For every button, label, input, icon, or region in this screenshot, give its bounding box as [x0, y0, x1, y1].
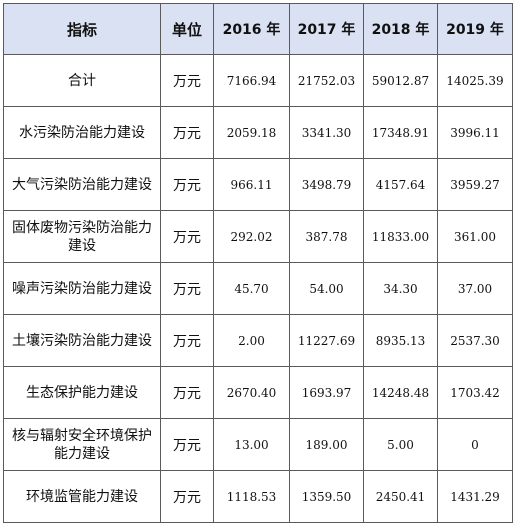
table-row-noise: 噪声污染防治能力建设 万元 45.70 54.00 34.30 37.00	[3, 262, 513, 315]
row-name: 核与辐射安全环境保护能力建设	[3, 418, 161, 471]
cell-2019: 2537.30	[437, 314, 513, 367]
cell-2019: 14025.39	[437, 54, 513, 107]
row-name: 固体废物污染防治能力建设	[3, 210, 161, 263]
cell-2019: 361.00	[437, 210, 513, 263]
cell-2019: 0	[437, 418, 513, 471]
table-row-nuclear: 核与辐射安全环境保护能力建设 万元 13.00 189.00 5.00 0	[3, 418, 513, 471]
header-unit: 单位	[160, 3, 214, 55]
cell-2016: 7166.94	[213, 54, 290, 107]
cell-2017: 11227.69	[289, 314, 364, 367]
header-year-2016: 2016 年	[213, 3, 290, 55]
cell-2016: 2059.18	[213, 106, 290, 159]
cell-2019: 37.00	[437, 262, 513, 315]
row-unit: 万元	[160, 158, 214, 211]
table-row-supervision: 环境监管能力建设 万元 1118.53 1359.50 2450.41 1431…	[3, 470, 513, 523]
row-unit: 万元	[160, 54, 214, 107]
cell-2018: 4157.64	[363, 158, 438, 211]
cell-2017: 21752.03	[289, 54, 364, 107]
header-year-2019: 2019 年	[437, 3, 513, 55]
table-row-ecology: 生态保护能力建设 万元 2670.40 1693.97 14248.48 170…	[3, 366, 513, 419]
cell-2019: 3959.27	[437, 158, 513, 211]
cell-2017: 3341.30	[289, 106, 364, 159]
cell-2016: 292.02	[213, 210, 290, 263]
cell-2016: 966.11	[213, 158, 290, 211]
header-year-2017: 2017 年	[289, 3, 364, 55]
cell-2016: 13.00	[213, 418, 290, 471]
table-row-solid-waste: 固体废物污染防治能力建设 万元 292.02 387.78 11833.00 3…	[3, 210, 513, 263]
row-unit: 万元	[160, 418, 214, 471]
row-unit: 万元	[160, 210, 214, 263]
row-name: 生态保护能力建设	[3, 366, 161, 419]
cell-2019: 1703.42	[437, 366, 513, 419]
row-unit: 万元	[160, 262, 214, 315]
cell-2018: 2450.41	[363, 470, 438, 523]
cell-2016: 2670.40	[213, 366, 290, 419]
table-row-water: 水污染防治能力建设 万元 2059.18 3341.30 17348.91 39…	[3, 106, 513, 159]
cell-2018: 59012.87	[363, 54, 438, 107]
row-unit: 万元	[160, 366, 214, 419]
cell-2018: 34.30	[363, 262, 438, 315]
row-unit: 万元	[160, 314, 214, 367]
cell-2016: 45.70	[213, 262, 290, 315]
row-unit: 万元	[160, 470, 214, 523]
cell-2017: 54.00	[289, 262, 364, 315]
table-row-air: 大气污染防治能力建设 万元 966.11 3498.79 4157.64 395…	[3, 158, 513, 211]
row-name: 水污染防治能力建设	[3, 106, 161, 159]
cell-2018: 11833.00	[363, 210, 438, 263]
table-header-row: 指标 单位 2016 年 2017 年 2018 年 2019 年	[3, 3, 513, 55]
row-name: 合计	[3, 54, 161, 107]
cell-2018: 8935.13	[363, 314, 438, 367]
row-name: 噪声污染防治能力建设	[3, 262, 161, 315]
cell-2018: 17348.91	[363, 106, 438, 159]
header-indicator: 指标	[3, 3, 161, 55]
investment-table: 指标 单位 2016 年 2017 年 2018 年 2019 年 合计 万元 …	[3, 3, 513, 523]
cell-2018: 14248.48	[363, 366, 438, 419]
cell-2016: 1118.53	[213, 470, 290, 523]
cell-2017: 1693.97	[289, 366, 364, 419]
row-name: 土壤污染防治能力建设	[3, 314, 161, 367]
data-table-container: 指标 单位 2016 年 2017 年 2018 年 2019 年 合计 万元 …	[3, 3, 513, 523]
cell-2019: 1431.29	[437, 470, 513, 523]
cell-2016: 2.00	[213, 314, 290, 367]
row-name: 环境监管能力建设	[3, 470, 161, 523]
cell-2017: 1359.50	[289, 470, 364, 523]
header-year-2018: 2018 年	[363, 3, 438, 55]
cell-2019: 3996.11	[437, 106, 513, 159]
cell-2017: 3498.79	[289, 158, 364, 211]
cell-2018: 5.00	[363, 418, 438, 471]
row-name: 大气污染防治能力建设	[3, 158, 161, 211]
cell-2017: 189.00	[289, 418, 364, 471]
table-row-soil: 土壤污染防治能力建设 万元 2.00 11227.69 8935.13 2537…	[3, 314, 513, 367]
cell-2017: 387.78	[289, 210, 364, 263]
row-unit: 万元	[160, 106, 214, 159]
table-row-total: 合计 万元 7166.94 21752.03 59012.87 14025.39	[3, 54, 513, 107]
